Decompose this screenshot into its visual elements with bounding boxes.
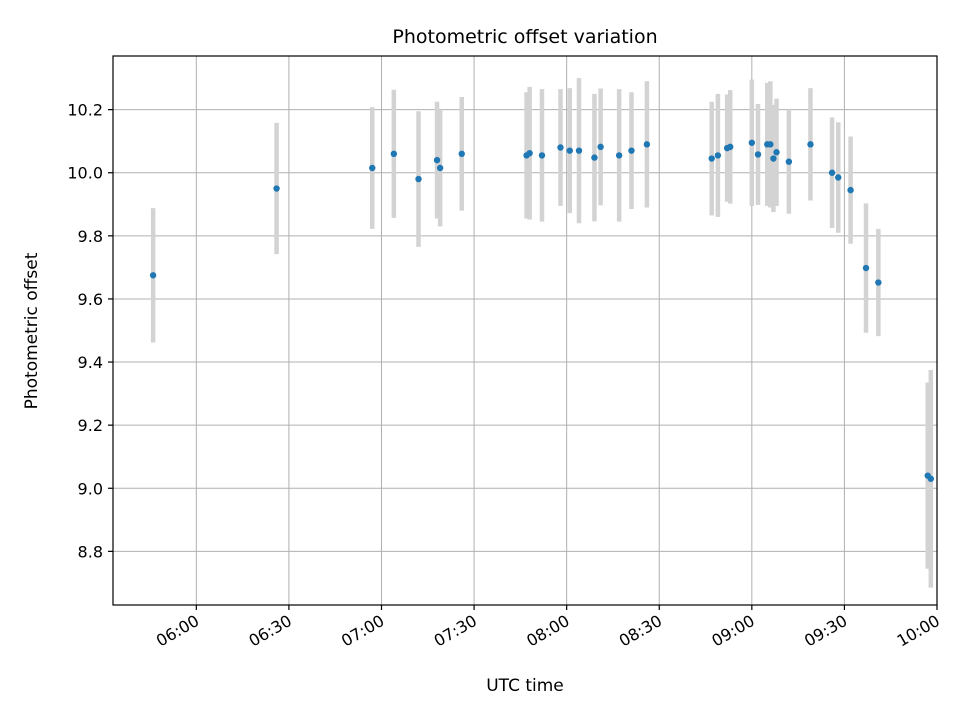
data-point [557,144,564,151]
data-point [538,152,546,159]
data-point [273,185,280,192]
grid [113,56,938,605]
y-tick-label: 9.8 [78,227,103,246]
x-tick-label: 10:00 [894,611,943,651]
x-tick-label: 07:00 [338,611,387,651]
data-point [436,164,444,172]
data-point [643,141,651,148]
y-tick-label: 9.2 [78,416,103,435]
x-tick-label: 08:30 [616,611,665,651]
x-axis-label: UTC time [486,676,564,696]
data-point [807,141,814,148]
y-tick-label: 10.0 [67,164,103,183]
x-tick-label: 08:00 [523,611,572,651]
data-point [847,186,854,194]
data-point [927,475,935,482]
data-point [727,143,734,151]
data-point [862,264,870,272]
data-point [714,152,722,159]
data-point [754,151,762,158]
y-tick-label: 10.2 [67,101,103,120]
x-tick-label: 07:30 [431,611,480,651]
data-point [390,150,398,158]
chart-title: Photometric offset variation [392,26,657,48]
data-point [785,158,793,165]
data-point [433,156,441,164]
data-point [770,155,777,162]
y-axis-ticks: 8.8 9.0 9.2 9.4 9.6 9.8 10.0 10.2 [67,101,113,561]
y-tick-label: 9.0 [78,479,103,498]
data-point [597,143,604,151]
data-point [835,174,842,181]
data-point [149,272,157,279]
data-point [628,147,635,154]
data-point [828,169,836,176]
data-point [708,155,715,162]
x-tick-label: 06:00 [153,611,202,651]
x-tick-label: 09:00 [708,611,757,651]
y-tick-label: 9.4 [78,353,103,372]
y-axis-label: Photometric offset [22,252,42,409]
data-point [591,154,598,161]
data-points [149,139,935,482]
x-axis-ticks: 06:00 06:30 07:00 07:30 08:00 08:30 09:00 09:30… [153,605,943,651]
x-tick-label: 06:30 [245,611,294,651]
data-point [526,149,533,157]
data-point [575,147,583,154]
data-point [875,279,882,286]
data-point [566,147,573,154]
data-point [615,152,623,159]
plot-frame [112,55,938,606]
data-point [458,150,465,158]
data-point [773,149,780,156]
data-point [767,141,774,148]
data-point [369,164,376,172]
x-tick-label: 09:30 [801,611,850,651]
y-tick-label: 9.6 [78,290,103,309]
y-tick-label: 8.8 [78,542,103,561]
data-point [748,139,756,146]
data-point [415,175,422,183]
